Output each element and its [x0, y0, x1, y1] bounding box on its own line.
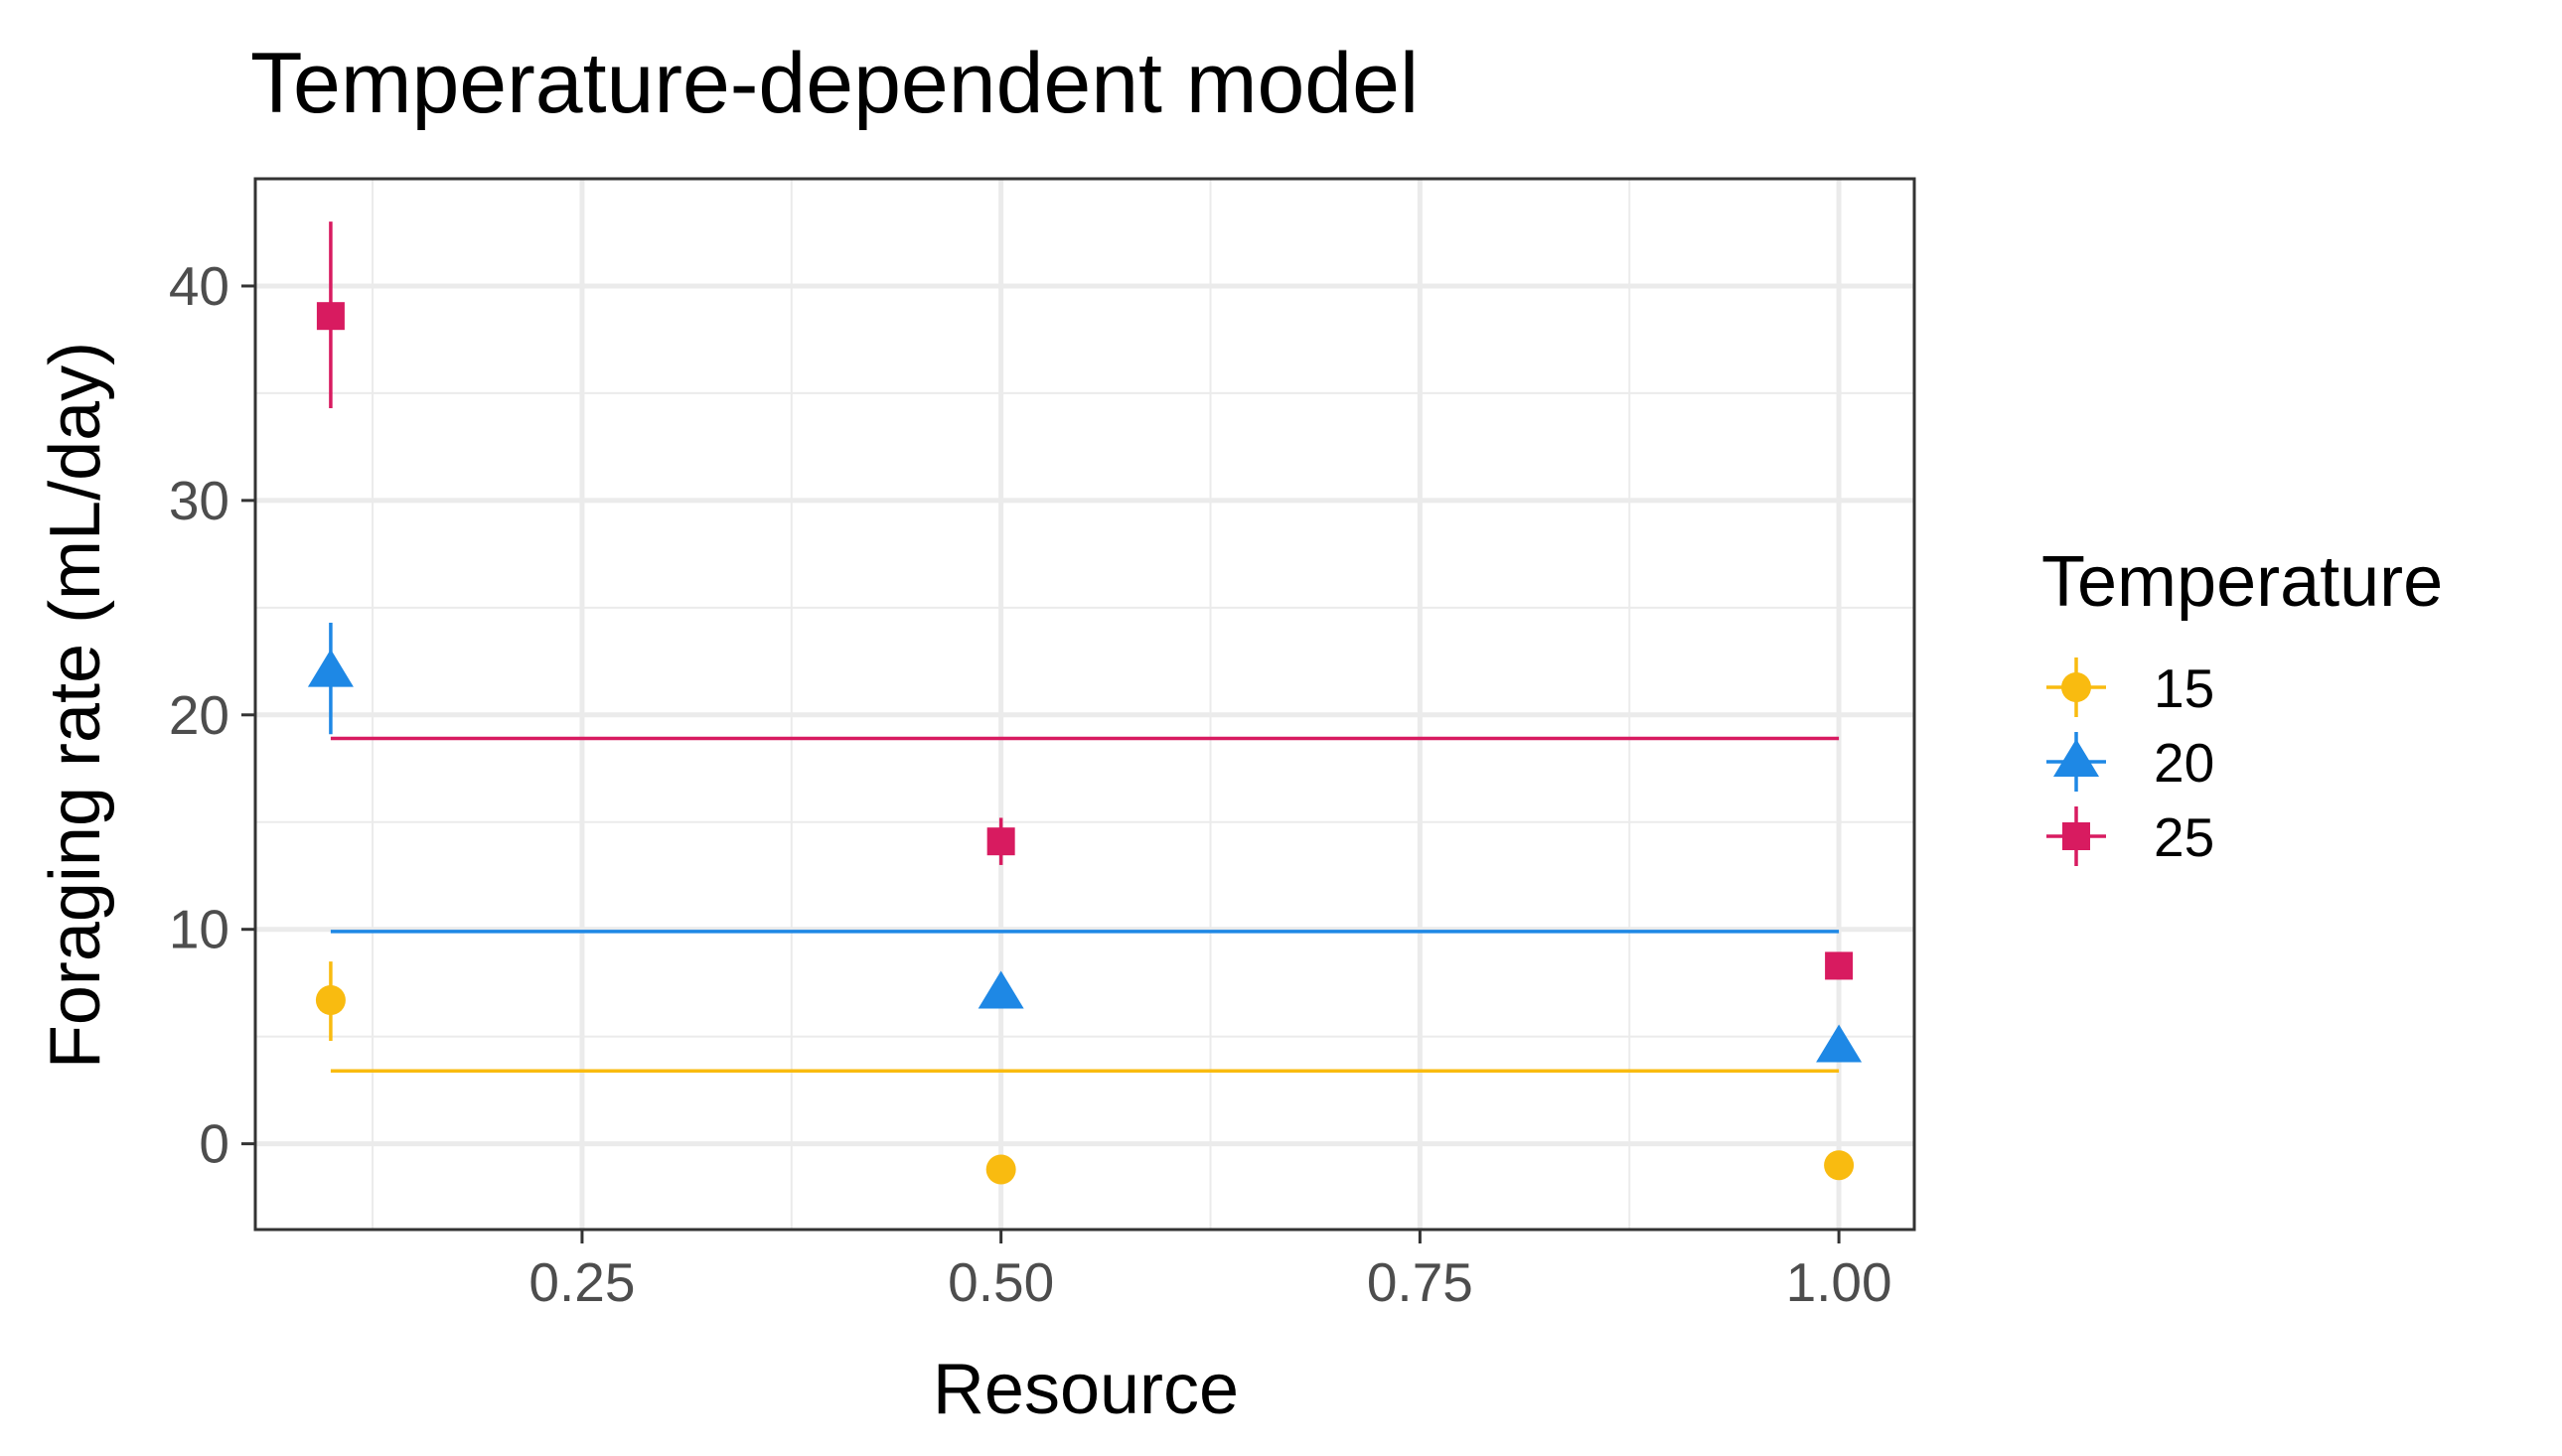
y-tick-label: 0	[199, 1113, 229, 1175]
legend-key-marker-20	[2053, 739, 2099, 777]
chart-title: Temperature-dependent model	[250, 36, 1419, 131]
legend-title: Temperature	[2041, 542, 2443, 622]
plot-marks	[307, 221, 1863, 1185]
y-tick-label: 40	[169, 255, 229, 317]
data-point-20	[978, 970, 1024, 1009]
y-axis-ticks: 0 10 20 30 40	[169, 255, 255, 1175]
legend-label-15: 15	[2154, 657, 2214, 719]
minor-gridlines	[255, 179, 1914, 1230]
data-point-15	[1824, 1150, 1855, 1181]
x-tick-label: 0.75	[1367, 1251, 1473, 1313]
x-axis-ticks: 0.25 0.50 0.75 1.00	[528, 1230, 1892, 1313]
data-point-25	[316, 302, 345, 331]
data-point-15	[985, 1154, 1016, 1185]
data-point-25	[986, 827, 1015, 856]
data-point-15	[315, 984, 346, 1015]
y-tick-label: 20	[169, 684, 229, 746]
data-point-25	[1825, 951, 1854, 980]
x-axis-title: Resource	[933, 1350, 1239, 1429]
data-point-20	[1816, 1024, 1863, 1063]
x-tick-label: 0.50	[948, 1251, 1054, 1313]
plot-panel-border	[253, 177, 1916, 1232]
legend-key-marker-15	[2061, 672, 2091, 702]
legend-label-20: 20	[2154, 732, 2214, 794]
legend-label-25: 25	[2154, 806, 2214, 868]
y-tick-label: 30	[169, 470, 229, 531]
major-gridlines	[255, 179, 1914, 1230]
legend: 15 20 25	[2046, 657, 2214, 868]
x-tick-label: 0.25	[528, 1251, 635, 1313]
y-tick-label: 10	[169, 899, 229, 960]
data-point-20	[307, 649, 354, 687]
y-axis-title: Foraging rate (mL/day)	[36, 342, 115, 1069]
x-tick-label: 1.00	[1786, 1251, 1892, 1313]
legend-key-marker-25	[2062, 822, 2090, 850]
